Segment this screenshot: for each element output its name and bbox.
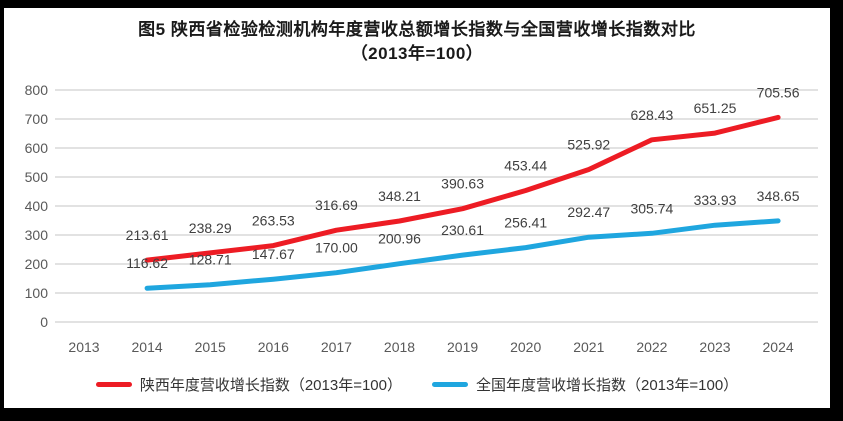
data-label: 305.74 [630,200,673,216]
data-label: 128.71 [189,252,232,268]
data-label: 628.43 [630,107,673,123]
data-label: 333.93 [694,192,737,208]
y-axis-tick-label: 300 [25,227,49,243]
data-label: 230.61 [441,222,484,238]
data-label: 348.21 [378,188,421,204]
national-line-swatch [432,382,468,387]
y-axis-tick-label: 600 [25,140,49,156]
x-axis-tick-label: 2018 [384,339,415,355]
y-axis-tick-label: 100 [25,285,49,301]
chart-canvas: 图5 陕西省检验检测机构年度营收总额增长指数与全国营收增长指数对比 （2013年… [4,8,830,408]
series-line-national [144,218,781,291]
chart-title-line2: （2013年=100） [350,44,484,63]
chart-title-line1: 图5 陕西省检验检测机构年度营收总额增长指数与全国营收增长指数对比 [138,20,696,39]
legend-item-shaanxi: 陕西年度营收增长指数（2013年=100） [95,374,402,395]
chart-legend: 陕西年度营收增长指数（2013年=100） 全国年度营收增长指数（2013年=1… [4,374,830,395]
data-label: 256.41 [504,215,547,231]
legend-item-national: 全国年度营收增长指数（2013年=100） [432,374,738,395]
x-axis-tick-label: 2022 [636,339,667,355]
data-label: 348.65 [757,188,800,204]
y-axis-tick-label: 500 [25,169,49,185]
data-label: 238.29 [189,220,232,236]
data-label: 213.61 [126,227,169,243]
y-axis-tick-label: 200 [25,256,49,272]
y-axis-tick-label: 700 [25,111,49,127]
data-label: 170.00 [315,240,358,256]
x-axis-tick-label: 2013 [68,339,99,355]
y-axis-tick-label: 800 [25,82,49,98]
data-label: 390.63 [441,176,484,192]
series-line-shaanxi [144,114,781,263]
legend-label-national: 全国年度营收增长指数（2013年=100） [476,377,739,394]
data-label: 200.96 [378,231,421,247]
data-label: 316.69 [315,197,358,213]
y-axis-tick-label: 400 [25,198,49,214]
line-chart-plot: 0 100 200 300 400 500 600 700 800 2013 2014 2015 201… [25,82,818,355]
data-label: 525.92 [567,137,610,153]
x-axis-tick-label: 2023 [699,339,730,355]
data-label: 651.25 [694,100,737,116]
y-axis-tick-label: 0 [40,314,48,330]
x-axis-tick-label: 2021 [573,339,604,355]
x-axis-tick-label: 2019 [447,339,478,355]
shaanxi-line-swatch [95,382,132,387]
x-axis-tick-label: 2016 [258,339,289,355]
x-axis-tick-label: 2015 [195,339,226,355]
data-label: 705.56 [757,84,800,100]
data-label: 263.53 [252,213,295,229]
x-axis-tick-label: 2017 [321,339,352,355]
legend-label-shaanxi: 陕西年度营收增长指数（2013年=100） [139,377,402,394]
data-label: 292.47 [567,204,610,220]
chart-title: 图5 陕西省检验检测机构年度营收总额增长指数与全国营收增长指数对比 （2013年… [4,18,830,66]
x-axis-tick-label: 2024 [763,339,794,355]
data-label: 453.44 [504,158,547,174]
data-label: 116.62 [126,255,168,271]
x-axis-tick-label: 2014 [132,339,163,355]
x-axis-tick-label: 2020 [510,339,541,355]
data-label: 147.67 [252,246,295,262]
